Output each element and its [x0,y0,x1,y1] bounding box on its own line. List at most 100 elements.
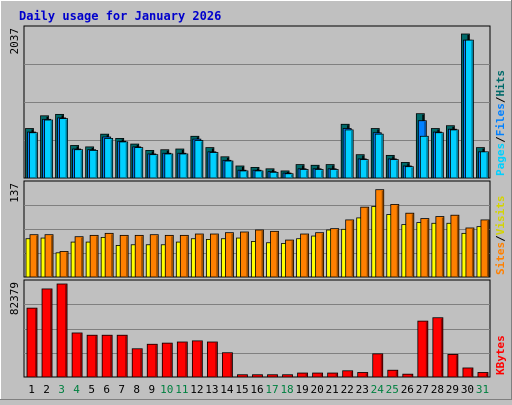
bar-kbytes-shade [290,375,293,377]
bar-sites [420,218,430,278]
bar-kbytes-shade [155,345,157,377]
x-tick-label: 24 [371,383,385,396]
bar-pages-shade [125,142,128,178]
bar-kbytes [267,374,278,378]
bar-pages-shade [291,174,293,178]
bar-pages-shade [471,41,473,178]
bar-sites-body [164,234,174,278]
bar-pages [284,173,294,179]
bar-pages-body [450,129,459,179]
bar-kbytes-shade [395,371,398,377]
x-tick-label: 21 [326,383,339,396]
bar-sites-body [345,219,355,278]
bar-pages-shade [185,154,188,178]
bar-pages-body [164,153,174,179]
bar-kbytes-shade [125,336,127,377]
bar-pages-shade [441,133,443,178]
bar-sites-shade [336,229,339,277]
bar-pages [179,153,189,179]
y-max-label-visits: 137 [8,183,21,203]
bar-pages-body [44,119,53,179]
bar-sites [345,219,355,278]
bar-sites-body [405,212,415,278]
bar-kbytes-body [86,334,98,378]
bar-kbytes-body [282,374,293,378]
bar-kbytes-shade [275,375,278,377]
bar-kbytes-body [447,354,459,378]
bar-sites [44,234,54,278]
bar-kbytes [116,334,128,378]
bar-kbytes [477,372,489,378]
bar-pages-shade [426,137,428,178]
bar-kbytes-shade [50,289,52,377]
bar-kbytes [447,354,459,378]
bar-pages [359,159,369,179]
bar-sites [300,233,309,278]
x-tick-label: 20 [311,383,324,396]
bar-kbytes [86,334,98,378]
bar-pages-body [434,132,444,179]
bar-kbytes-body [312,372,324,378]
x-tick-label: 18 [280,383,293,396]
bar-pages-body [284,173,294,179]
bar-sites-body [225,232,234,278]
bar-kbytes-shade [140,349,142,377]
bar-sites-body [179,234,189,278]
bar-sites-body [44,234,54,278]
bar-sites-body [104,232,114,278]
bar-kbytes-body [432,317,444,378]
bar-kbytes-shade [350,371,353,377]
x-tick-label: 13 [205,383,218,396]
bar-kbytes [417,320,429,378]
bar-sites-body [450,214,460,278]
bar-pages-shade [155,155,158,178]
bar-pages-shade [321,170,323,178]
bar-sites [255,229,264,278]
bar-kbytes-shade [200,341,202,377]
bar-sites [59,251,69,278]
bar-pages-shade [110,139,113,178]
x-tick-label: 12 [190,383,203,396]
bar-sites-body [480,219,490,278]
bar-sites [390,204,400,278]
bar-pages-shade [351,130,353,178]
bar-sites-shade [171,236,173,277]
bar-sites-shade [471,228,474,277]
x-tick-label: 17 [265,383,278,396]
bar-pages [239,170,249,179]
bar-sites [209,233,219,278]
legend-kbytes: KBytes [494,335,507,375]
bar-kbytes [237,374,248,378]
bar-pages-body [89,150,99,179]
bar-sites-body [119,234,129,278]
bar-sites-body [240,231,249,278]
bar-pages [44,119,53,179]
bar-pages-shade [215,153,218,178]
x-tick-label: 31 [476,383,489,396]
bar-pages [465,39,474,179]
bar-sites-shade [306,235,309,277]
x-tick-label: 25 [386,383,399,396]
bar-pages-shade [336,170,338,178]
bar-sites-body [360,206,370,278]
bar-pages-shade [50,121,53,178]
bar-pages [164,153,174,179]
bar-pages-body [209,152,219,179]
bar-sites-body [300,233,309,278]
bar-sites-shade [51,235,53,277]
bar-sites-shade [396,205,399,277]
x-tick-label: 26 [401,383,414,396]
bar-kbytes-shade [170,344,172,377]
bar-pages-body [329,169,339,179]
bar-pages [404,166,414,179]
bar-pages-body [59,118,68,179]
bar-sites-body [465,227,475,278]
x-tick-label: 15 [235,383,248,396]
bar-pages-body [74,149,83,179]
bar-kbytes-shade [380,354,383,377]
bar-sites [450,214,460,278]
bar-kbytes-body [26,307,38,378]
bar-pages-shade [381,135,383,178]
bar-kbytes [462,367,474,378]
